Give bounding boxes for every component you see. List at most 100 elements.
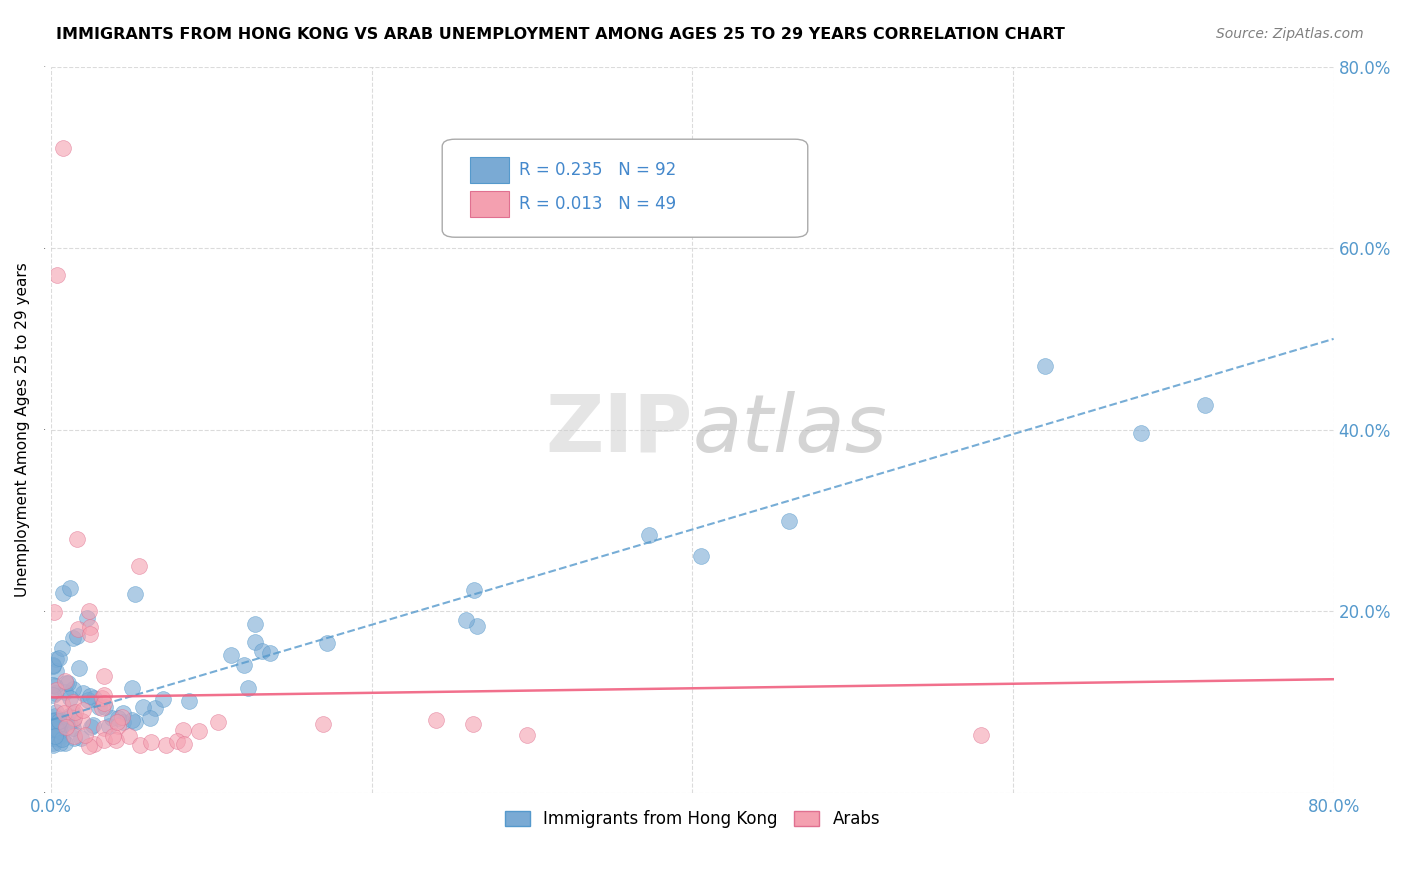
Point (52, 586, 75, 600)
Point (62, 721, 84, 735)
Point (93, 696, 115, 710)
Point (173, 737, 195, 751)
Point (243, 635, 266, 649)
Point (152, 692, 174, 706)
Text: R = 0.235   N = 92: R = 0.235 N = 92 (519, 161, 676, 178)
Point (45, 665, 67, 679)
Point (66, 532, 89, 546)
Point (44, 727, 66, 741)
Point (111, 710, 134, 724)
Point (77, 693, 100, 707)
Point (41, 736, 63, 750)
Point (259, 646, 281, 660)
Point (56, 716, 79, 731)
Point (107, 718, 129, 732)
Text: Source: ZipAtlas.com: Source: ZipAtlas.com (1216, 27, 1364, 41)
Point (104, 733, 127, 747)
Point (44, 709, 66, 723)
Bar (471, 192, 509, 217)
Point (62, 682, 84, 697)
Point (463, 582, 485, 597)
Point (53, 736, 76, 750)
Point (124, 715, 146, 730)
Point (118, 729, 141, 743)
Point (970, 728, 993, 742)
Point (48, 727, 70, 741)
Point (77, 604, 100, 618)
Point (128, 558, 150, 573)
Text: IMMIGRANTS FROM HONG KONG VS ARAB UNEMPLOYMENT AMONG AGES 25 TO 29 YEARS CORRELA: IMMIGRANTS FROM HONG KONG VS ARAB UNEMPL… (56, 27, 1066, 42)
Point (66, 629, 89, 643)
Point (41, 657, 63, 672)
Point (312, 716, 335, 731)
Point (129, 738, 152, 752)
Y-axis label: Unemployment Among Ages 25 to 29 years: Unemployment Among Ages 25 to 29 years (15, 262, 30, 597)
Point (59, 690, 82, 705)
Point (101, 729, 124, 743)
Point (236, 681, 259, 695)
Point (42, 688, 65, 702)
Point (93, 688, 115, 702)
Point (45, 682, 67, 697)
Point (51, 731, 73, 746)
Point (62, 706, 84, 720)
Point (79, 620, 101, 634)
Point (112, 715, 135, 730)
Point (155, 739, 177, 753)
Point (465, 619, 488, 633)
Point (48, 714, 70, 728)
Point (44, 679, 66, 693)
Point (93, 721, 115, 735)
Point (121, 713, 143, 727)
Point (76, 611, 98, 625)
Point (58, 676, 80, 690)
Point (63, 729, 86, 743)
Point (49, 723, 72, 738)
Point (83, 691, 105, 706)
Point (51, 697, 73, 711)
Point (53, 685, 76, 699)
Point (111, 706, 134, 720)
Point (143, 701, 166, 715)
Point (42, 714, 65, 728)
Point (91, 691, 114, 706)
Point (58, 716, 80, 731)
Point (62, 714, 84, 728)
Point (51, 640, 73, 655)
Point (83, 737, 105, 751)
Point (49, 736, 72, 750)
Point (62, 694, 84, 708)
Point (67, 661, 90, 675)
Point (53, 706, 76, 720)
Point (42, 739, 65, 753)
Point (425, 713, 447, 727)
Point (107, 714, 129, 729)
Point (44, 729, 66, 743)
Point (1033, 359, 1056, 373)
Point (46, 268, 69, 283)
Point (124, 587, 146, 601)
Point (690, 549, 713, 564)
Point (89, 699, 111, 714)
Point (97, 719, 120, 733)
Point (53, 674, 76, 689)
Point (44, 605, 66, 619)
Point (1130, 426, 1153, 441)
Point (132, 700, 155, 714)
Point (48, 717, 70, 731)
Point (45, 713, 67, 727)
Point (48, 729, 70, 743)
Point (1194, 398, 1216, 412)
Point (207, 714, 229, 729)
Point (250, 644, 273, 658)
Point (516, 728, 538, 742)
Point (41, 714, 63, 729)
Point (139, 735, 162, 749)
Point (41, 658, 63, 673)
Point (79, 739, 101, 753)
Point (233, 657, 256, 672)
Point (79, 627, 101, 641)
Legend: Immigrants from Hong Kong, Arabs: Immigrants from Hong Kong, Arabs (498, 804, 887, 835)
Point (51, 714, 73, 728)
Point (45, 652, 67, 666)
